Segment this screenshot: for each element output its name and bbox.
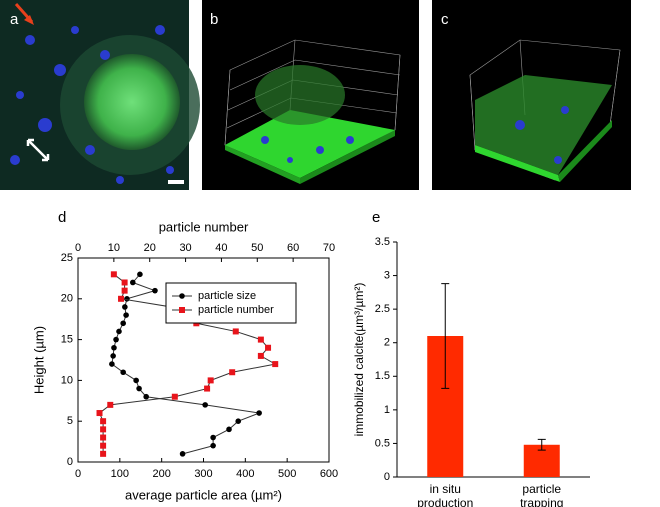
y-tick-label: 15 xyxy=(61,334,73,346)
marker xyxy=(113,336,119,343)
marker xyxy=(257,352,264,359)
x2-tick-label: 0 xyxy=(75,242,81,254)
x-tick-label: 200 xyxy=(152,468,170,480)
marker xyxy=(133,377,139,384)
marker xyxy=(120,320,126,327)
marker xyxy=(109,361,115,367)
marker xyxy=(143,393,149,400)
y-tick-label: 0 xyxy=(67,456,73,468)
y-tick-label: 2.5 xyxy=(375,303,390,315)
marker xyxy=(124,296,130,302)
marker xyxy=(100,418,107,425)
x2-axis-label: particle number xyxy=(159,219,249,234)
legend-marker xyxy=(179,307,185,313)
y-axis-label: Height (µm) xyxy=(31,326,46,394)
marker xyxy=(121,279,128,286)
x-tick-label: 500 xyxy=(278,468,296,480)
y-tick-label: 3.5 xyxy=(375,236,390,248)
marker xyxy=(210,434,216,441)
y-tick-label: 1 xyxy=(384,404,390,416)
x-tick-label: 600 xyxy=(320,468,338,480)
marker xyxy=(204,385,211,392)
marker xyxy=(272,361,279,368)
panel-label: e xyxy=(372,209,380,226)
image-c: c xyxy=(432,0,631,190)
x2-tick-label: 30 xyxy=(179,242,191,254)
marker xyxy=(111,344,117,351)
marker xyxy=(210,442,216,449)
x2-tick-label: 50 xyxy=(251,242,263,254)
marker xyxy=(235,418,242,425)
y-tick-label: 2 xyxy=(384,337,390,349)
marker xyxy=(265,344,272,351)
marker xyxy=(110,271,117,278)
marker xyxy=(179,451,186,457)
marker xyxy=(137,271,143,278)
x2-tick-label: 40 xyxy=(215,242,227,254)
marker xyxy=(122,304,128,310)
marker xyxy=(100,450,107,457)
y-tick-label: 3 xyxy=(384,269,390,281)
y-tick-label: 20 xyxy=(61,293,73,305)
error-bar xyxy=(537,438,546,451)
marker xyxy=(123,312,129,318)
panel-label: c xyxy=(441,11,449,28)
marker xyxy=(116,328,122,335)
x-axis-label: average particle area (µm²) xyxy=(125,487,282,502)
marker xyxy=(226,426,232,433)
y-axis-label: immobilized calcite(µm³/µm²) xyxy=(352,283,366,437)
marker xyxy=(229,369,236,376)
marker xyxy=(110,353,116,359)
marker xyxy=(257,336,264,343)
marker xyxy=(232,328,239,335)
x2-tick-label: 20 xyxy=(144,242,156,254)
marker xyxy=(96,410,103,417)
marker xyxy=(100,426,107,433)
y-tick-label: 0 xyxy=(384,471,390,483)
image-b: b xyxy=(202,0,419,190)
error-bar xyxy=(441,283,450,389)
panel-label: d xyxy=(58,209,66,226)
marker xyxy=(107,401,114,408)
marker xyxy=(100,434,107,441)
marker xyxy=(171,393,178,400)
x2-tick-label: 70 xyxy=(323,242,335,254)
legend-box xyxy=(165,282,297,324)
legend-label: particle number xyxy=(198,304,274,316)
marker xyxy=(136,385,142,392)
marker xyxy=(118,295,125,302)
x2-tick-label: 60 xyxy=(287,242,299,254)
marker xyxy=(120,369,126,376)
y-tick-label: 25 xyxy=(61,252,73,264)
y-tick-label: 5 xyxy=(67,415,73,427)
panel-label: a xyxy=(10,11,19,28)
marker xyxy=(207,377,214,384)
marker xyxy=(100,442,107,449)
y-tick-label: 1.5 xyxy=(375,370,390,382)
marker xyxy=(256,410,262,416)
legend-marker xyxy=(179,293,185,299)
image-a: a xyxy=(0,0,200,190)
legend-label: particle size xyxy=(198,290,256,302)
marker xyxy=(152,287,158,294)
x-tick-label: 400 xyxy=(236,468,254,480)
x-tick-label: 0 xyxy=(75,468,81,480)
marker xyxy=(121,287,128,294)
y-tick-label: 10 xyxy=(61,374,73,386)
panel-label: b xyxy=(210,11,218,28)
y-tick-label: 0.5 xyxy=(375,437,390,449)
marker xyxy=(202,402,208,408)
x-tick-label: 300 xyxy=(194,468,212,480)
marker xyxy=(130,279,136,286)
x-tick-label: 100 xyxy=(111,468,129,480)
x-tick-label: in situ production xyxy=(417,482,474,507)
x2-tick-label: 10 xyxy=(108,242,120,254)
x-tick-label: particle trapping xyxy=(520,482,564,507)
